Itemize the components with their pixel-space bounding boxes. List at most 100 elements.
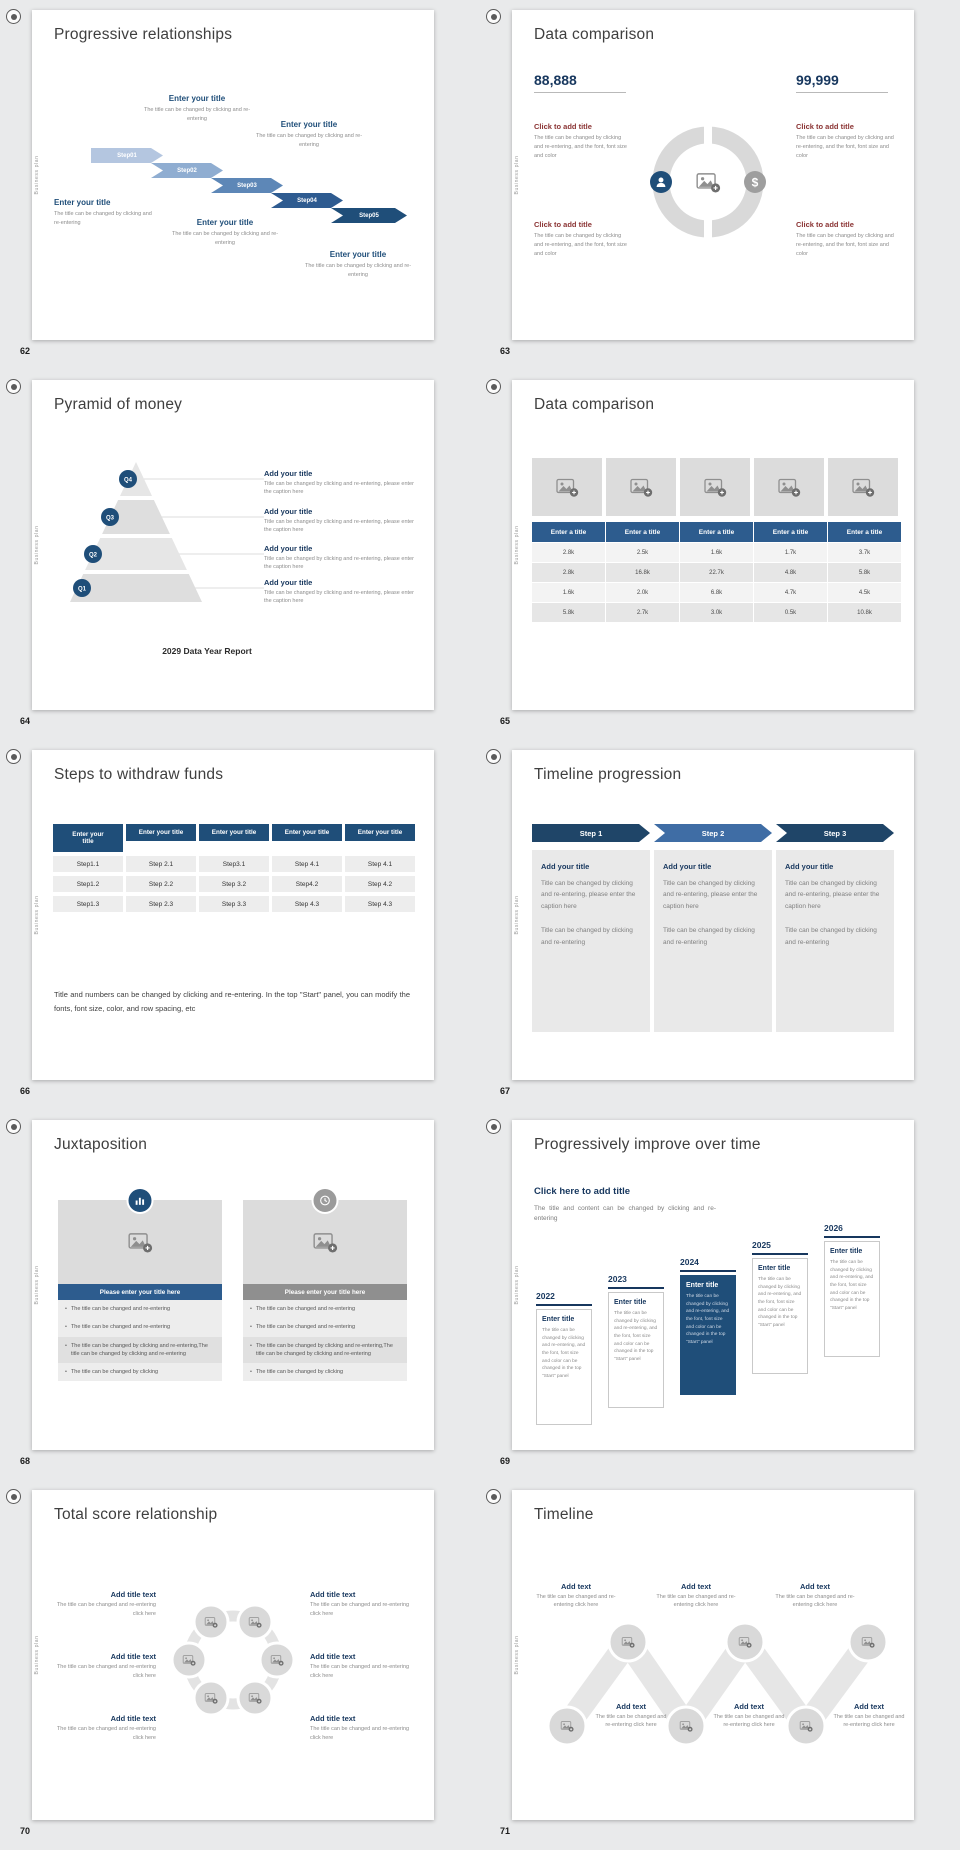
text-block: Add title text The title can be changed … [310, 1714, 420, 1742]
step-banner-1: Step 1 [532, 824, 650, 842]
slide-70-thumbnail[interactable]: Business plan Total score relationship A… [32, 1490, 434, 1820]
step-cell: Step 4.1 [345, 856, 415, 872]
step-cell: Step3.1 [199, 856, 269, 872]
image-placeholder [532, 458, 602, 516]
step-panel: Add your title Title can be changed by c… [776, 850, 894, 1032]
stat-right: 99,999 [796, 72, 839, 88]
year-column-2024: 2024 Enter title The title can be change… [680, 1257, 736, 1395]
card-title: Enter title [614, 1299, 647, 1306]
record-icon[interactable] [486, 9, 501, 24]
table-cell: 1.6k [532, 583, 605, 602]
text-block: Add your title Title can be changed by c… [264, 507, 418, 535]
block-title: Enter your title [54, 198, 111, 207]
zigzag-timeline [546, 1621, 889, 1747]
slide-65-thumbnail[interactable]: Business plan Data comparison Enter a ti… [512, 380, 914, 710]
block-title: Enter your title [168, 94, 226, 103]
pyramid-level-label: Q4 [124, 477, 133, 483]
table-header: Enter a title [828, 522, 901, 542]
text-block: Add your title Title can be changed by c… [264, 469, 418, 497]
bullet-text: The title can be changed and re-entering [255, 1306, 356, 1312]
bullet-text: The title can be changed and re-entering [255, 1324, 356, 1331]
text-block: Enter your title The title can be change… [54, 198, 160, 227]
step-banner-label: Step 2 [701, 828, 725, 838]
step-cell: Step 3.2 [199, 876, 269, 892]
slide-number: 65 [500, 716, 511, 726]
record-icon[interactable] [6, 9, 21, 24]
slide-71-thumbnail[interactable]: Business plan Timeline Add text The titl… [512, 1490, 914, 1820]
block-title: Add title text [310, 1590, 356, 1599]
slide-62-thumbnail[interactable]: Business plan Progressive relationships … [32, 10, 434, 340]
pyramid-level-label: Q3 [106, 515, 115, 521]
record-icon[interactable] [486, 379, 501, 394]
slide-63-thumbnail[interactable]: Business plan Data comparison 88,888 99,… [512, 10, 914, 340]
record-icon[interactable] [486, 749, 501, 764]
block-body: The title can be changed by clicking and… [304, 263, 412, 278]
block-title: Add text [681, 1582, 711, 1591]
step-cell: Step 2.2 [126, 876, 196, 892]
text-block: Click to add title The title can be chan… [796, 122, 896, 160]
step-banner-2: Step 2 [654, 824, 772, 842]
bullet-text: The title can be changed by clicking [70, 1369, 159, 1375]
record-icon[interactable] [486, 1119, 501, 1134]
year-card: Enter title The title can be changed by … [608, 1292, 664, 1408]
record-icon[interactable] [486, 1489, 501, 1504]
text-block: Add title text The title can be changed … [46, 1714, 156, 1742]
text-block: Click to add title The title can be chan… [534, 220, 630, 258]
table-cell: 2.8k [532, 563, 605, 582]
year-label: 2025 [752, 1240, 808, 1255]
image-placeholder [828, 458, 898, 516]
block-body: The title can be changed by clicking and… [255, 133, 363, 148]
text-block: Enter your title The title can be change… [165, 218, 285, 247]
step-cell: Step 2.1 [126, 856, 196, 872]
image-placeholder-icon [696, 173, 721, 194]
bar-chart-icon [134, 1194, 147, 1207]
slide-cell-71: Business plan Timeline Add text The titl… [480, 1480, 960, 1850]
table-cell: 3.0k [680, 603, 753, 622]
chevron-label: Step05 [359, 212, 379, 219]
slide-69-thumbnail[interactable]: Business plan Progressively improve over… [512, 1120, 914, 1450]
table-cell: 2.5k [606, 543, 679, 562]
bullet-list: The title can be changed and re-entering… [58, 1300, 222, 1382]
bullet-text: The title can be changed by clicking [255, 1369, 344, 1375]
record-icon[interactable] [6, 1119, 21, 1134]
text-block: Add title text The title can be changed … [310, 1590, 420, 1618]
year-column-2022: 2022 Enter title The title can be change… [536, 1291, 592, 1425]
text-block: Enter your title The title can be change… [137, 94, 257, 123]
block-title: Add your title [264, 578, 313, 587]
image-placeholder-icon [703, 475, 727, 499]
slide-66-thumbnail[interactable]: Business plan Steps to withdraw funds En… [32, 750, 434, 1080]
vertical-watermark: Business plan [514, 155, 520, 195]
slide-number: 63 [500, 346, 511, 356]
block-body: The title can be changed by clicking and… [171, 231, 279, 246]
record-icon[interactable] [6, 379, 21, 394]
bullet-item: The title can be changed by clicking and… [243, 1336, 407, 1363]
vertical-watermark: Business plan [514, 1265, 520, 1305]
panel-title: Add your title [785, 862, 834, 871]
panel-body: Title can be changed by clicking and re-… [663, 880, 758, 910]
block-body: The title can be changed by clicking and… [796, 233, 894, 257]
slide-title: Juxtaposition [54, 1136, 148, 1153]
block-title: Add title text [110, 1590, 156, 1599]
image-placeholder [754, 458, 824, 516]
panel-body: Title can be changed by clicking and re-… [541, 927, 633, 946]
slide-67-thumbnail[interactable]: Business plan Timeline progression Step … [512, 750, 914, 1080]
bullet-item: The title can be changed by clicking and… [58, 1336, 222, 1363]
year-column-2026: 2026 Enter title The title can be change… [824, 1223, 880, 1357]
block-title: Add text [800, 1582, 830, 1591]
record-icon[interactable] [6, 749, 21, 764]
slide-64-thumbnail[interactable]: Business plan Pyramid of money Q4 Q3 Q2 … [32, 380, 434, 710]
slide-number: 64 [20, 716, 31, 726]
block-title: Click to add title [796, 220, 854, 229]
block-body: The title can be changed and re-entering… [310, 1726, 410, 1741]
step-panel: Add your title Title can be changed by c… [654, 850, 772, 1032]
panel-body: Title can be changed by clicking and re-… [785, 927, 877, 946]
step-banner-label: Step 1 [579, 828, 603, 838]
text-block: Add your title Title can be changed by c… [264, 544, 418, 572]
slide-68-thumbnail[interactable]: Business plan Juxtaposition Please enter… [32, 1120, 434, 1450]
block-body: Title can be changed by clicking and re-… [264, 556, 414, 571]
text-block: Enter your title The title can be change… [249, 120, 369, 149]
slide-number: 62 [20, 346, 31, 356]
step-cell: Step4.2 [272, 876, 342, 892]
record-icon[interactable] [6, 1489, 21, 1504]
